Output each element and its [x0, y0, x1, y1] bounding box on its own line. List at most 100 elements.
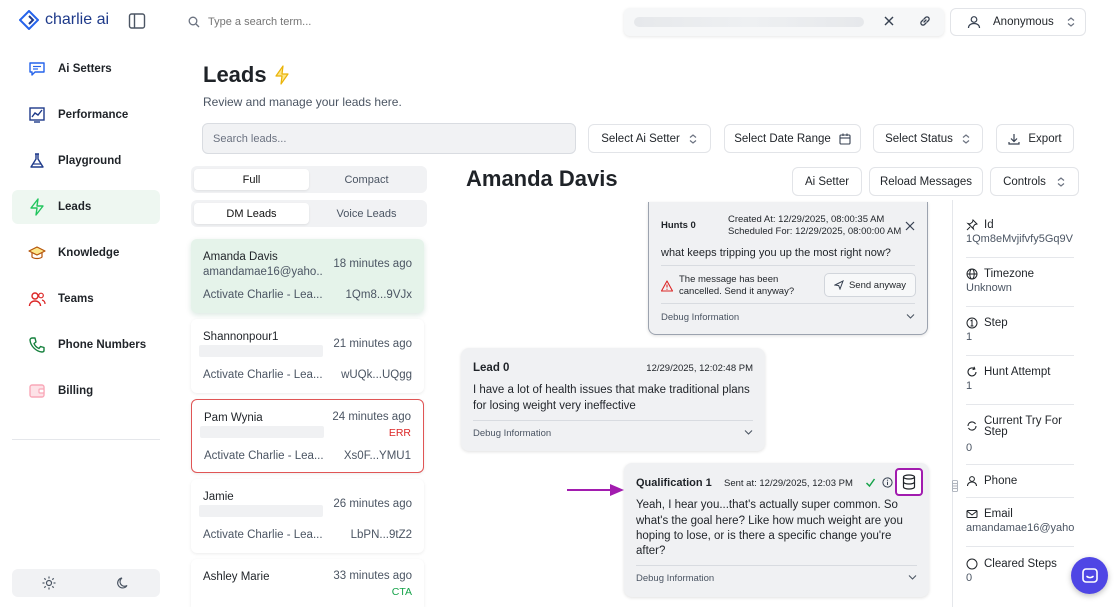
sidebar-item-teams[interactable]: Teams: [12, 282, 160, 316]
debug-information-toggle[interactable]: Debug Information: [473, 428, 552, 439]
lead-name: Amanda Davis: [203, 251, 278, 263]
lead-card[interactable]: Jamie 26 minutes ago Activate Charlie - …: [191, 479, 424, 553]
divider: [966, 257, 1074, 258]
close-icon[interactable]: [905, 221, 915, 231]
detail-value: 1Qm8eMvjifvfy5Gq9V: [966, 233, 1073, 245]
detail-email: Email amandamae16@yahoo: [966, 508, 1074, 534]
tab-compact[interactable]: Compact: [344, 173, 389, 186]
chevron-updown-icon: [962, 133, 970, 144]
light-mode-button[interactable]: [12, 569, 86, 597]
database-icon-button[interactable]: [895, 468, 923, 496]
lead-card[interactable]: Amanda Davis amandamae16@yaho... 18 minu…: [191, 239, 424, 313]
sidebar-item-knowledge[interactable]: Knowledge: [12, 236, 160, 270]
lead-id: 1Qm8...9VJx: [345, 289, 412, 301]
message-text-line: I have a lot of health issues that make …: [473, 384, 750, 396]
date-range-label: Select Date Range: [734, 132, 831, 145]
debug-information-toggle[interactable]: Debug Information: [636, 573, 715, 584]
sidebar-item-phone-numbers[interactable]: Phone Numbers: [12, 328, 160, 362]
info-icon[interactable]: [882, 477, 893, 488]
detail-label: Id: [984, 219, 994, 231]
ai-setter-button[interactable]: Ai Setter: [792, 167, 862, 196]
url-bar[interactable]: [624, 8, 944, 36]
logo[interactable]: charlie ai: [19, 10, 109, 30]
pin-icon: [966, 219, 978, 231]
warning-icon: [661, 280, 673, 292]
date-range-select[interactable]: Select Date Range: [724, 124, 861, 153]
lead-card[interactable]: Ashley Marie 33 minutes ago CTA: [191, 559, 424, 607]
sidebar-item-label: Knowledge: [58, 247, 120, 259]
message-text-line: for losing weight very ineffective: [473, 400, 636, 412]
wallet-icon: [29, 384, 45, 398]
chevron-down-icon[interactable]: [908, 574, 917, 581]
chat-icon: [29, 62, 45, 76]
tab-full[interactable]: Full: [194, 169, 309, 190]
detail-hunt-attempt: Hunt Attempt 1: [966, 366, 1074, 392]
support-chat-button[interactable]: [1071, 557, 1108, 594]
globe-icon: [966, 268, 978, 280]
sidebar-toggle-icon[interactable]: [128, 12, 146, 30]
bolt-icon: [30, 198, 44, 216]
lead-card[interactable]: Pam Wynia 24 minutes ago ERR Activate Ch…: [191, 399, 424, 473]
lead-time: 26 minutes ago: [333, 498, 412, 510]
controls-select[interactable]: Controls: [990, 167, 1079, 196]
sidebar-item-ai-setters[interactable]: Ai Setters: [12, 52, 160, 86]
resize-handle-icon[interactable]: [952, 480, 958, 492]
dark-mode-button[interactable]: [86, 569, 160, 597]
chevron-down-icon[interactable]: [906, 313, 915, 320]
retry-icon: [967, 421, 977, 431]
message-scheduled-for: Scheduled For: 12/29/2025, 08:00:00 AM: [728, 226, 902, 237]
detail-label-cont: Step: [984, 426, 1008, 438]
detail-label: Current Try For: [984, 415, 1062, 427]
ai-setter-select[interactable]: Select Ai Setter: [588, 124, 711, 153]
page-title-text: Leads: [203, 62, 267, 87]
detail-id: Id 1Qm8eMvjifvfy5Gq9V: [966, 219, 1074, 245]
detail-value: 1: [966, 331, 973, 343]
global-search: [188, 10, 608, 34]
lead-time: 21 minutes ago: [333, 338, 412, 350]
status-select[interactable]: Select Status: [873, 124, 983, 153]
sidebar-item-label: Phone Numbers: [58, 339, 147, 351]
global-search-input[interactable]: [208, 16, 588, 28]
divider: [966, 464, 1074, 465]
tab-voice-leads[interactable]: Voice Leads: [336, 207, 397, 220]
sidebar-item-label: Teams: [58, 293, 94, 305]
download-icon: [1008, 133, 1020, 145]
redacted-email: [199, 505, 323, 517]
detail-label: Phone: [984, 475, 1018, 487]
message-sent-at: Sent at: 12/29/2025, 12:03 PM: [724, 478, 853, 489]
link-icon[interactable]: [918, 14, 932, 28]
message-text-line: after?: [636, 545, 666, 557]
export-button[interactable]: Export: [996, 124, 1074, 153]
chart-icon: [29, 107, 45, 123]
detail-label: Cleared Steps: [984, 558, 1057, 570]
close-icon[interactable]: [882, 14, 896, 28]
send-anyway-button[interactable]: Send anyway: [824, 273, 916, 297]
chevron-down-icon[interactable]: [744, 429, 753, 436]
circle-icon: [966, 558, 978, 570]
redacted-email: [200, 426, 324, 438]
detail-current-try: Current Try For Step 0: [966, 415, 1074, 454]
tab-dm-leads[interactable]: DM Leads: [194, 203, 309, 224]
sidebar-item-label: Billing: [58, 385, 94, 397]
detail-value: Unknown: [966, 282, 1012, 294]
divider: [966, 306, 1074, 307]
details-panel-border: [952, 200, 953, 607]
message-text-line: Yeah, I hear you...that's actually super…: [636, 499, 898, 511]
user-menu[interactable]: Anonymous: [950, 8, 1086, 36]
leads-search-input[interactable]: Search leads...: [202, 123, 576, 154]
lead-action: Activate Charlie - Lea...: [203, 529, 323, 541]
theme-toggle: [12, 569, 160, 597]
detail-timezone: Timezone Unknown: [966, 268, 1074, 294]
bolt-icon: [274, 65, 289, 85]
reload-messages-button[interactable]: Reload Messages: [869, 167, 983, 196]
message-label: Hunts 0: [661, 220, 696, 231]
sidebar-item-playground[interactable]: Playground: [12, 144, 160, 178]
qualification-message: Qualification 1 Sent at: 12/29/2025, 12:…: [624, 463, 929, 597]
sidebar-item-performance[interactable]: Performance: [12, 98, 160, 132]
url-blurred: [634, 17, 864, 27]
sidebar-item-billing[interactable]: Billing: [12, 374, 160, 408]
debug-information-toggle[interactable]: Debug Information: [661, 312, 740, 323]
lead-card[interactable]: Shannonpour1 21 minutes ago Activate Cha…: [191, 319, 424, 393]
sidebar-item-leads[interactable]: Leads: [12, 190, 160, 224]
detail-label: Email: [984, 508, 1013, 520]
